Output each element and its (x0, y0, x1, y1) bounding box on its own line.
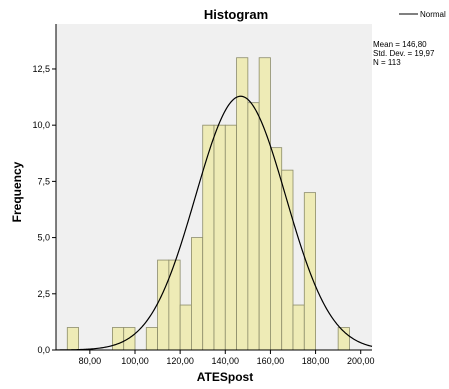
y-axis-label: Frequency (10, 161, 24, 222)
histogram-bar (123, 327, 136, 351)
histogram-bar (145, 327, 158, 351)
y-tick-label: 12,5 (32, 64, 50, 74)
x-tick-label: 160,00 (257, 356, 285, 366)
y-tick-label: 0,0 (37, 345, 50, 355)
x-tick-label: 80,00 (79, 356, 102, 366)
normal-curve-line (56, 95, 373, 351)
stat-mean: Mean = 146,80 (373, 40, 427, 49)
histogram-bar (258, 57, 271, 351)
histogram-bar (112, 327, 125, 351)
histogram-bar (224, 124, 237, 351)
x-tick-label: 180,00 (302, 356, 330, 366)
y-tick-label: 2,5 (37, 289, 50, 299)
histogram-bar (66, 327, 79, 351)
histogram-bar (236, 57, 249, 351)
histogram-bar (191, 237, 204, 351)
x-tick-label: 120,00 (166, 356, 194, 366)
legend-normal-label: Normal (420, 10, 446, 19)
histogram-bar (292, 304, 305, 351)
x-tick-label: 200,00 (347, 356, 375, 366)
stat-std-dev: Std. Dev. = 19,97 (373, 49, 435, 58)
histogram-bar (179, 304, 192, 351)
histogram-bar (157, 259, 170, 351)
histogram-bar (281, 169, 294, 351)
y-tick-label: 10,0 (32, 120, 50, 130)
chart-title: Histogram (204, 7, 268, 22)
axes-layer: 0,0 2,5 5,0 7,5 10,0 12,5 80,00 100,00 120,00 140… (32, 24, 374, 366)
stat-n: N = 113 (373, 58, 401, 67)
x-tick-label: 140,00 (212, 356, 240, 366)
stats-box: Mean = 146,80 Std. Dev. = 19,97 N = 113 (373, 40, 435, 67)
x-axis-label: ATESpost (197, 370, 253, 384)
y-tick-label: 7,5 (37, 176, 50, 186)
y-tick-label: 5,0 (37, 233, 50, 243)
x-tick-label: 100,00 (121, 356, 149, 366)
histogram-bar (202, 124, 215, 351)
histogram-bar (247, 102, 260, 351)
legend: Normal (399, 10, 446, 19)
histogram-bar (213, 124, 226, 351)
